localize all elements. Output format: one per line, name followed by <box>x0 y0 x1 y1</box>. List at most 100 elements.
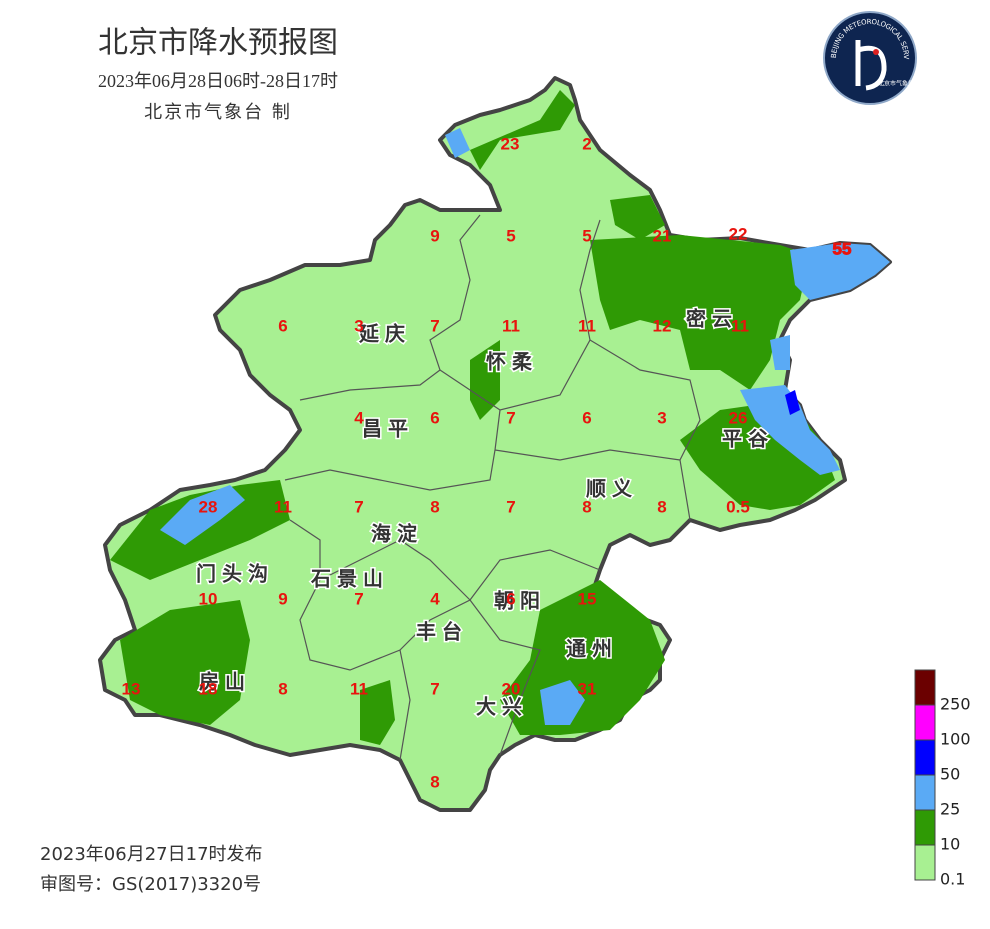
patch <box>790 243 890 300</box>
legend-swatch <box>914 774 936 811</box>
station-value: 6 <box>582 408 591 427</box>
station-value: 7 <box>354 497 363 516</box>
patch <box>470 340 500 420</box>
patch <box>445 128 470 158</box>
station-value: 11 <box>274 497 292 516</box>
station-value: 0.5 <box>726 497 750 516</box>
station-value: 7 <box>354 589 363 608</box>
period: 2023年06月28日06时-28日17时 <box>98 71 338 91</box>
legend-swatch <box>914 844 936 881</box>
district-label: 通州 <box>566 637 618 661</box>
station-value: 20 <box>502 679 521 698</box>
station-value: 3 <box>657 408 666 427</box>
patch <box>770 335 790 370</box>
district-label: 丰台 <box>416 620 468 644</box>
district-label: 大兴 <box>476 695 528 719</box>
boundary <box>439 219 601 411</box>
logo-glyph <box>855 40 887 91</box>
station-value: 21 <box>653 226 672 245</box>
boundary <box>494 449 681 461</box>
station-value: 7 <box>430 316 439 335</box>
station-value: 6 <box>278 316 287 335</box>
station-value: 4 <box>430 589 440 608</box>
logo-disc <box>823 11 917 105</box>
map-area <box>98 76 892 812</box>
station-value: 8 <box>582 497 591 516</box>
patch <box>120 600 250 725</box>
legend-label: 100 <box>940 730 971 749</box>
station-value: 23 <box>501 134 520 153</box>
legend-swatch <box>914 704 936 741</box>
boundary <box>319 539 471 601</box>
patch <box>470 90 575 170</box>
station-value: 7 <box>430 679 439 698</box>
station-value: 22 <box>729 224 748 243</box>
station-value: 11 <box>578 316 596 335</box>
district-label: 密云 <box>686 307 738 331</box>
station-value: 12 <box>653 316 672 335</box>
patch <box>160 485 245 545</box>
logo-agency: 北京市气象局 <box>878 80 914 88</box>
station-value: 4 <box>354 408 364 427</box>
title: 北京市降水预报图 <box>98 26 338 61</box>
patch <box>610 195 665 240</box>
patch <box>740 385 840 475</box>
legend-label: 250 <box>940 695 971 714</box>
district-label: 怀柔 <box>486 350 538 374</box>
legend-swatch <box>914 669 936 706</box>
station-value: 11 <box>731 316 749 335</box>
district-label: 延庆 <box>358 322 411 346</box>
station-value: 6 <box>506 589 515 608</box>
district-label: 昌平 <box>362 417 414 441</box>
district-label: 平谷 <box>722 427 774 451</box>
legend-label: 0.1 <box>940 870 965 889</box>
patch <box>590 235 810 390</box>
station-value: 26 <box>729 408 748 427</box>
legend-label: 25 <box>940 800 960 819</box>
patch <box>360 680 395 745</box>
station-value: 7 <box>506 497 515 516</box>
boundary <box>399 649 411 761</box>
patch <box>540 680 585 725</box>
issuer: 北京市气象台 制 <box>144 102 292 123</box>
district-label: 朝阳 <box>494 589 546 613</box>
boundary <box>289 519 601 671</box>
legend-label: 50 <box>940 765 960 784</box>
boundary <box>299 214 481 401</box>
station-value: 18 <box>199 679 218 698</box>
district-label: 顺义 <box>586 477 638 501</box>
issued-time: 2023年06月27日17时发布 <box>40 844 263 865</box>
district-boundaries <box>284 214 701 761</box>
station-value: 11 <box>502 316 520 335</box>
district-label: 石景山 <box>310 567 389 591</box>
review-number: 审图号：GS(2017)3320号 <box>40 874 261 895</box>
station-value: 31 <box>578 679 597 698</box>
station-value: 9 <box>430 226 439 245</box>
station-value: 7 <box>506 408 515 427</box>
station-value: 2 <box>582 134 591 153</box>
legend-label: 10 <box>940 835 960 854</box>
district-label: 门头沟 <box>196 562 274 586</box>
station-value: 5 <box>506 226 515 245</box>
station-value: 3 <box>354 316 363 335</box>
heavy-patch <box>785 390 800 415</box>
legend-swatch <box>914 809 936 846</box>
blue-patches <box>160 128 890 725</box>
station-value: 55 <box>833 239 852 258</box>
boundary <box>469 599 541 756</box>
district-label: 海淀 <box>371 522 423 546</box>
logo-dot <box>873 49 879 55</box>
station-value: 10 <box>199 589 218 608</box>
station-value: 11 <box>350 679 368 698</box>
station-value: 6 <box>430 408 439 427</box>
district-label: 房山 <box>199 670 251 694</box>
legend-swatch <box>914 739 936 776</box>
station-value: 15 <box>578 589 597 608</box>
station-value: 8 <box>278 679 287 698</box>
station-value: 8 <box>430 497 439 516</box>
station-value: 8 <box>657 497 666 516</box>
station-value: 8 <box>430 772 439 791</box>
station-value: 13 <box>122 679 141 698</box>
station-value: 28 <box>199 497 218 516</box>
